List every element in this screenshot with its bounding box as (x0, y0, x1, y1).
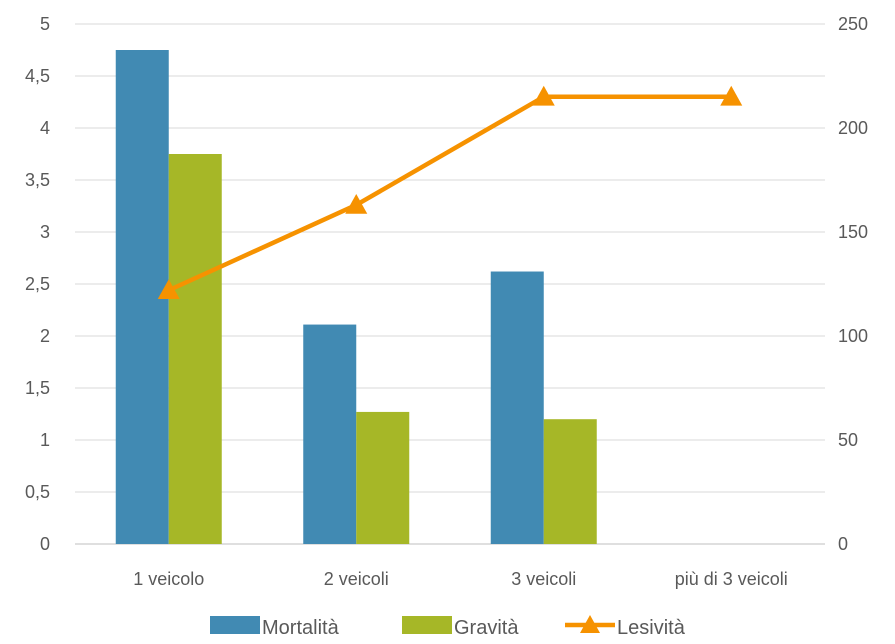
marker-lesivit-1 (345, 193, 368, 214)
bar-mortalit-3-veicoli (490, 271, 544, 544)
left-tick-label-2: 1 (40, 430, 50, 450)
legend: Mortalità Gravità Lesività (210, 615, 686, 639)
marker-lesivit-3 (720, 85, 743, 106)
marker-lesivit-2 (532, 85, 555, 106)
right-tick-label-4: 200 (838, 118, 868, 138)
x-label-3-veicoli: 3 veicoli (511, 569, 576, 589)
left-tick-label-6: 3 (40, 222, 50, 242)
marker-lesivit-0 (157, 279, 180, 300)
bar-gravit-1-veicolo (168, 154, 222, 544)
left-tick-label-1: 0,5 (25, 482, 50, 502)
right-tick-label-0: 0 (838, 534, 848, 554)
line-series (157, 85, 743, 300)
x-label-pi-di-3-veicoli: più di 3 veicoli (675, 569, 788, 589)
x-label-1-veicolo: 1 veicolo (133, 569, 204, 589)
left-tick-label-3: 1,5 (25, 378, 50, 398)
bar-series (115, 50, 597, 544)
legend-marker-lesivit (580, 615, 600, 633)
right-tick-label-5: 250 (838, 14, 868, 34)
line-lesivit (167, 94, 732, 293)
left-tick-label-10: 5 (40, 14, 50, 34)
legend-label-gravit: Gravità (454, 617, 519, 639)
left-tick-label-8: 4 (40, 118, 50, 138)
legend-label-lesivit: Lesività (617, 617, 686, 639)
right-tick-label-3: 150 (838, 222, 868, 242)
right-tick-label-1: 50 (838, 430, 858, 450)
x-label-2-veicoli: 2 veicoli (324, 569, 389, 589)
bar-gravit-2-veicoli (356, 411, 410, 544)
left-tick-label-5: 2,5 (25, 274, 50, 294)
legend-swatch-gravit (402, 616, 452, 634)
bar-mortalit-2-veicoli (303, 324, 357, 544)
legend-swatch-mortalit (210, 616, 260, 634)
left-tick-label-7: 3,5 (25, 170, 50, 190)
right-axis-ticks: 0 50 100 150 200 250 (838, 14, 868, 554)
left-tick-label-4: 2 (40, 326, 50, 346)
left-tick-label-9: 4,5 (25, 66, 50, 86)
right-tick-label-2: 100 (838, 326, 868, 346)
legend-label-mortalit: Mortalità (262, 617, 340, 639)
left-tick-label-0: 0 (40, 534, 50, 554)
x-axis-labels: 1 veicolo 2 veicoli 3 veicoli più di 3 veic… (133, 569, 788, 589)
bar-gravit-3-veicoli (543, 419, 597, 544)
left-axis-ticks: 0 0,5 1 1,5 2 2,5 3 3,5 4 4,5 5 (25, 14, 50, 554)
